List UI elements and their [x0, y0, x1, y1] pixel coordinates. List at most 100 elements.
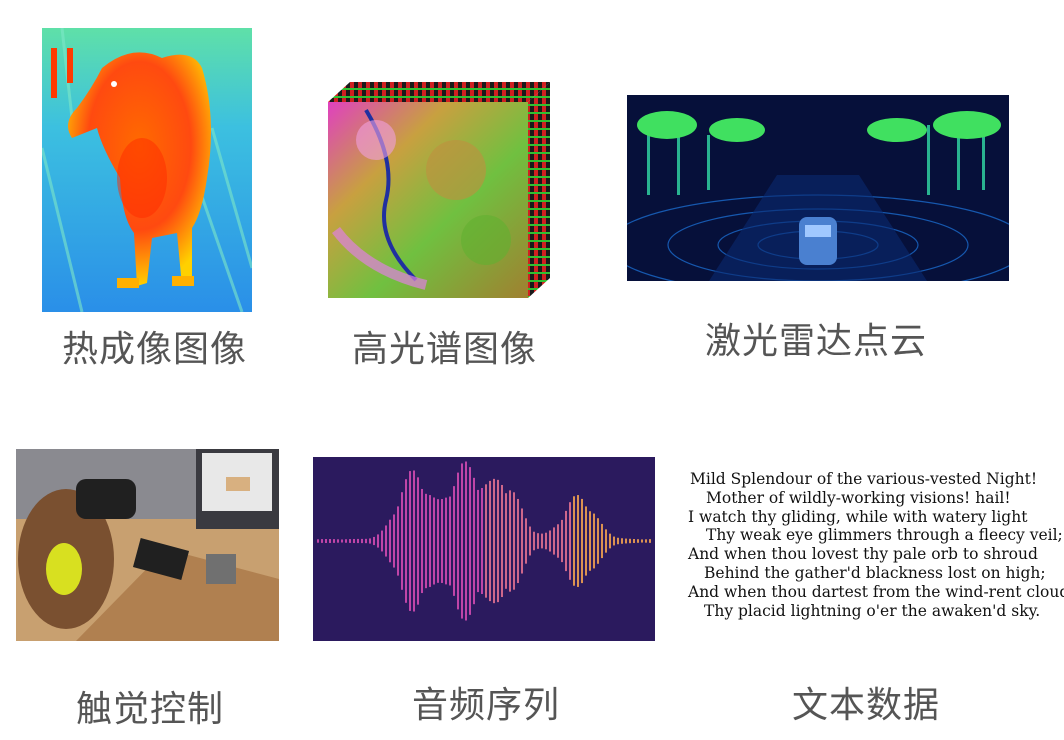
waveform-bar	[485, 484, 487, 598]
waveform-bar	[461, 463, 463, 619]
poem-line: And when thou dartest from the wind-rent…	[688, 582, 1064, 601]
waveform-bar	[617, 537, 619, 545]
waveform-bar	[393, 514, 395, 568]
waveform-bar	[649, 539, 651, 543]
waveform-bar	[557, 524, 559, 558]
waveform-bar	[525, 518, 527, 564]
waveform-bar	[509, 490, 511, 592]
waveform-bar	[421, 488, 423, 594]
poem-line: And when thou lovest thy pale orb to shr…	[688, 545, 1038, 564]
poem-text: Mild Splendour of the various-vested Nig…	[686, 470, 1064, 620]
waveform-bar	[569, 502, 571, 580]
waveform-bar	[529, 526, 531, 556]
waveform-bar	[481, 488, 483, 594]
waveform-bar	[601, 523, 603, 559]
waveform-bar	[577, 495, 579, 587]
waveform-bar	[537, 533, 539, 549]
waveform-bar	[465, 461, 467, 621]
audio-waveform-image	[313, 457, 655, 641]
hyperspectral-cube-image	[326, 80, 552, 300]
waveform-bar	[585, 506, 587, 576]
waveform-bar	[389, 519, 391, 563]
waveform-bar	[513, 492, 515, 590]
waveform-bar	[437, 499, 439, 583]
waveform-bar	[625, 538, 627, 544]
waveform-bar	[453, 486, 455, 596]
waveform-bar	[337, 539, 339, 543]
waveform-bar	[505, 493, 507, 589]
waveform-bar	[493, 478, 495, 604]
waveform-bar	[605, 529, 607, 553]
waveform-bar	[545, 532, 547, 550]
waveform-bar	[361, 538, 363, 544]
waveform-bar	[565, 510, 567, 572]
poem-line: Mother of wildly-working visions! hail!	[706, 488, 1011, 507]
waveform-bar	[593, 513, 595, 569]
waveform-bar	[645, 539, 647, 543]
waveform-bar	[521, 508, 523, 574]
waveform-bar	[425, 493, 427, 589]
waveform-bar	[417, 477, 419, 605]
text-data-caption: 文本数据	[792, 685, 941, 726]
waveform-bar	[541, 533, 543, 549]
waveform-bar	[333, 539, 335, 543]
waveform-bar	[381, 530, 383, 552]
waveform-bar	[613, 536, 615, 546]
poem-line: Thy weak eye glimmers through a fleecy v…	[706, 526, 1063, 545]
waveform-bar	[373, 536, 375, 546]
waveform-bar	[637, 539, 639, 543]
haptic-control-image	[16, 449, 279, 641]
waveform-bar	[433, 497, 435, 585]
waveform-bar	[321, 539, 323, 543]
waveform-bar	[633, 538, 635, 544]
lidar-point-cloud-image	[627, 95, 1009, 281]
waveform-bar	[449, 496, 451, 586]
haptic-caption: 触觉控制	[76, 689, 225, 730]
waveform-bar	[385, 525, 387, 557]
waveform-bar	[441, 499, 443, 583]
waveform-bar	[377, 534, 379, 548]
waveform-bar	[445, 497, 447, 585]
waveform-bar	[473, 477, 475, 605]
waveform-bar	[429, 495, 431, 587]
waveform-bar	[365, 538, 367, 544]
waveform-bar	[489, 480, 491, 602]
poem-line: Mild Splendour of the various-vested Nig…	[690, 470, 1038, 488]
waveform-bar	[561, 519, 563, 563]
waveform-bar	[497, 479, 499, 603]
hyperspectral-caption: 高光谱图像	[352, 329, 538, 370]
waveform-bar	[401, 492, 403, 590]
waveform-bar	[573, 496, 575, 586]
waveform-bar	[409, 471, 411, 611]
waveform-bar	[397, 506, 399, 576]
waveform-bar	[317, 539, 319, 543]
audio-caption: 音频序列	[412, 685, 561, 726]
waveform-bar	[609, 533, 611, 549]
lidar-caption: 激光雷达点云	[705, 321, 928, 362]
poem-line: Thy placid lightning o'er the awaken'd s…	[704, 601, 1041, 620]
waveform-bar	[641, 539, 643, 543]
waveform-bar	[477, 489, 479, 593]
waveform-bar	[329, 539, 331, 543]
waveform-bar	[517, 498, 519, 584]
waveform-bar	[549, 530, 551, 552]
waveform-bar	[341, 539, 343, 543]
waveform-bar	[589, 511, 591, 571]
thermal-caption: 热成像图像	[62, 329, 248, 370]
waveform-bar	[457, 472, 459, 610]
waveform-bar	[469, 467, 471, 615]
poem-line: I watch thy gliding, while with watery l…	[688, 507, 1028, 526]
waveform-bar	[621, 538, 623, 544]
waveform-bar	[413, 470, 415, 612]
waveform-bar	[349, 539, 351, 543]
waveform-bar	[353, 538, 355, 544]
waveform-bar	[369, 538, 371, 544]
waveform-bar	[345, 539, 347, 543]
thermal-image	[42, 28, 252, 312]
waveform-bar	[501, 484, 503, 598]
waveform-bar	[405, 479, 407, 603]
waveform-bar	[597, 518, 599, 564]
waveform-bar	[553, 527, 555, 555]
waveform-bar	[357, 538, 359, 544]
waveform-bar	[533, 531, 535, 551]
